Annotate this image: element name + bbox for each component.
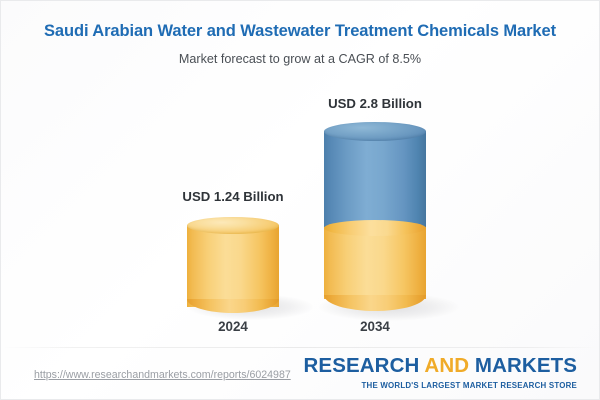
chart-plot-area: USD 1.24 Billion 2024 USD 2.8 Billion — [1, 1, 599, 349]
chart-subtitle: Market forecast to grow at a CAGR of 8.5… — [178, 51, 422, 66]
category-label-2024: 2024 — [218, 319, 248, 334]
chart-header: Saudi Arabian Water and Wastewater Treat… — [1, 1, 599, 66]
brand-word-research: RESEARCH — [303, 354, 425, 377]
report-url-link[interactable]: https://www.researchandmarkets.com/repor… — [34, 369, 291, 381]
bar-cylinder-2024 — [187, 217, 279, 313]
brand-wordmark: RESEARCH AND MARKETS — [303, 354, 577, 377]
bar-bottom-cap-2024 — [187, 299, 279, 313]
bar-seam-cap-2034 — [324, 220, 426, 236]
bar-body-blue-2034 — [324, 131, 426, 230]
bar-body-2024 — [187, 225, 279, 307]
brand-word-and: AND — [424, 354, 470, 377]
brand-tagline: THE WORLD'S LARGEST MARKET RESEARCH STOR… — [361, 380, 577, 390]
bar-top-cap-2024 — [187, 217, 279, 234]
value-label-2024: USD 1.24 Billion — [182, 189, 284, 204]
page-title: Saudi Arabian Water and Wastewater Treat… — [44, 22, 556, 40]
chart-footer: https://www.researchandmarkets.com/repor… — [1, 347, 599, 399]
bar-bottom-cap-2034 — [324, 295, 426, 311]
bar-body-yellow-2034 — [324, 227, 426, 299]
brand-word-markets: MARKETS — [469, 354, 577, 377]
category-label-2034: 2034 — [360, 319, 390, 334]
bar-cylinder-2034 — [324, 122, 426, 313]
brand-logo[interactable]: RESEARCH AND MARKETS THE WORLD'S LARGEST… — [303, 354, 577, 390]
footer-divider — [1, 347, 599, 348]
bar-top-cap-2034 — [324, 122, 426, 141]
value-label-2034: USD 2.8 Billion — [328, 96, 422, 111]
